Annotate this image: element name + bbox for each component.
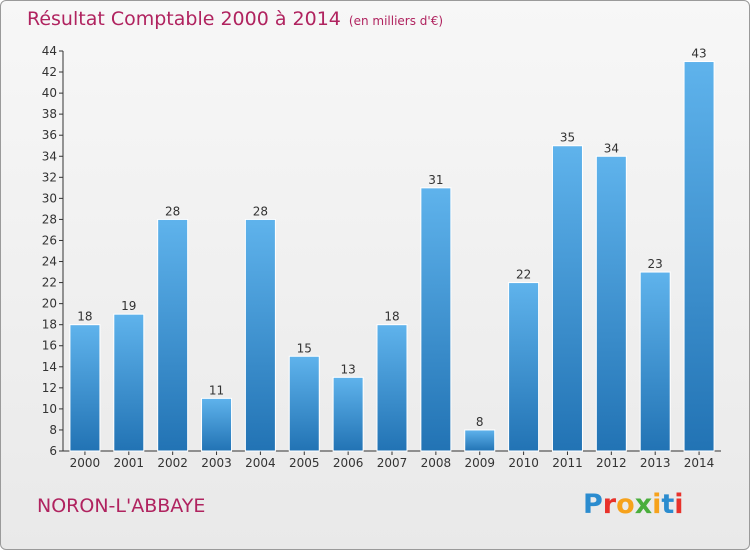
y-tick-label: 32 <box>42 170 57 184</box>
x-tick-label: 2009 <box>464 456 495 470</box>
chart-unit-text: (en milliers d'€) <box>348 14 444 28</box>
bar-value-label: 28 <box>253 204 268 218</box>
x-tick-label: 2001 <box>114 456 145 470</box>
bars: 18 19 28 11 28 15 13 18 31 8 22 35 34 23 43 <box>69 47 715 452</box>
bar-value-label: 19 <box>121 299 136 313</box>
x-tick-label: 2006 <box>333 456 364 470</box>
x-tick-label: 2011 <box>552 456 583 470</box>
x-tick-label: 2002 <box>157 456 188 470</box>
y-tick-label: 44 <box>42 44 57 58</box>
bar-2002 <box>157 218 189 452</box>
x-tick-label: 2000 <box>70 456 101 470</box>
bar-2004 <box>244 218 276 452</box>
town-name: NORON-L'ABBAYE <box>37 495 206 517</box>
logo-letter: t <box>661 489 675 520</box>
y-tick-label: 18 <box>42 318 57 332</box>
bar-value-label: 23 <box>648 257 663 271</box>
bar-2005 <box>288 355 320 452</box>
bar-2006 <box>332 376 364 452</box>
y-axis: 6 8 10 12 14 16 18 20 22 24 26 28 30 32 34 36 38 40 42 44 <box>42 44 64 458</box>
bar-value-label: 43 <box>691 47 706 61</box>
bar-2014 <box>683 61 715 452</box>
logo-letter: x <box>634 489 653 520</box>
logo-letter: P <box>583 489 603 520</box>
bar-2008 <box>420 187 452 452</box>
y-tick-label: 12 <box>42 381 57 395</box>
proxiti-logo: Proxiti <box>583 489 684 520</box>
y-tick-label: 36 <box>42 128 57 142</box>
bar-value-label: 18 <box>77 310 92 324</box>
x-tick-label: 2007 <box>377 456 408 470</box>
chart-title: Résultat Comptable 2000 à 2014 (en millie… <box>27 8 443 30</box>
y-tick-label: 40 <box>42 86 57 100</box>
x-tick-label: 2008 <box>421 456 452 470</box>
y-tick-label: 16 <box>42 339 57 353</box>
y-tick-label: 42 <box>42 65 57 79</box>
bar-2011 <box>551 145 583 452</box>
bar-value-label: 18 <box>384 310 399 324</box>
bar-value-label: 35 <box>560 131 575 145</box>
bar-2007 <box>376 324 408 452</box>
y-tick-label: 30 <box>42 191 57 205</box>
y-tick-label: 6 <box>49 444 57 458</box>
bar-2003 <box>201 397 233 452</box>
y-tick-label: 22 <box>42 276 57 290</box>
bar-value-label: 34 <box>604 141 619 155</box>
logo-letter: r <box>602 489 617 520</box>
bar-value-label: 8 <box>476 415 484 429</box>
x-tick-label: 2003 <box>201 456 232 470</box>
y-tick-label: 34 <box>42 149 57 163</box>
x-axis: 2000 2001 2002 2003 2004 2005 2006 2007 2008 2009… <box>63 450 721 470</box>
y-tick-label: 20 <box>42 297 57 311</box>
bar-2009 <box>464 429 496 452</box>
x-tick-label: 2010 <box>508 456 539 470</box>
bar-value-label: 28 <box>165 204 180 218</box>
x-tick-label: 2013 <box>640 456 671 470</box>
x-tick-label: 2004 <box>245 456 276 470</box>
bar-2013 <box>639 271 671 452</box>
bar-2010 <box>508 282 540 452</box>
bar-2012 <box>595 155 627 452</box>
x-tick-label: 2014 <box>684 456 715 470</box>
x-tick-label: 2012 <box>596 456 627 470</box>
logo-letter: i <box>674 489 684 520</box>
bar-value-label: 31 <box>428 173 443 187</box>
logo-letter: i <box>652 489 662 520</box>
bar-value-label: 22 <box>516 268 531 282</box>
y-tick-label: 24 <box>42 255 57 269</box>
bar-value-label: 15 <box>297 341 312 355</box>
bar-value-label: 13 <box>340 362 355 376</box>
y-tick-label: 8 <box>49 423 57 437</box>
y-tick-label: 28 <box>42 212 57 226</box>
bar-value-label: 11 <box>209 383 224 397</box>
chart-title-text: Résultat Comptable 2000 à 2014 <box>27 8 341 30</box>
x-tick-label: 2005 <box>289 456 320 470</box>
y-tick-label: 38 <box>42 107 57 121</box>
y-tick-label: 10 <box>42 402 57 416</box>
y-tick-label: 26 <box>42 233 57 247</box>
bar-2001 <box>113 313 145 452</box>
logo-letter: o <box>616 489 635 520</box>
y-tick-label: 14 <box>42 360 57 374</box>
bar-2000 <box>69 324 101 452</box>
